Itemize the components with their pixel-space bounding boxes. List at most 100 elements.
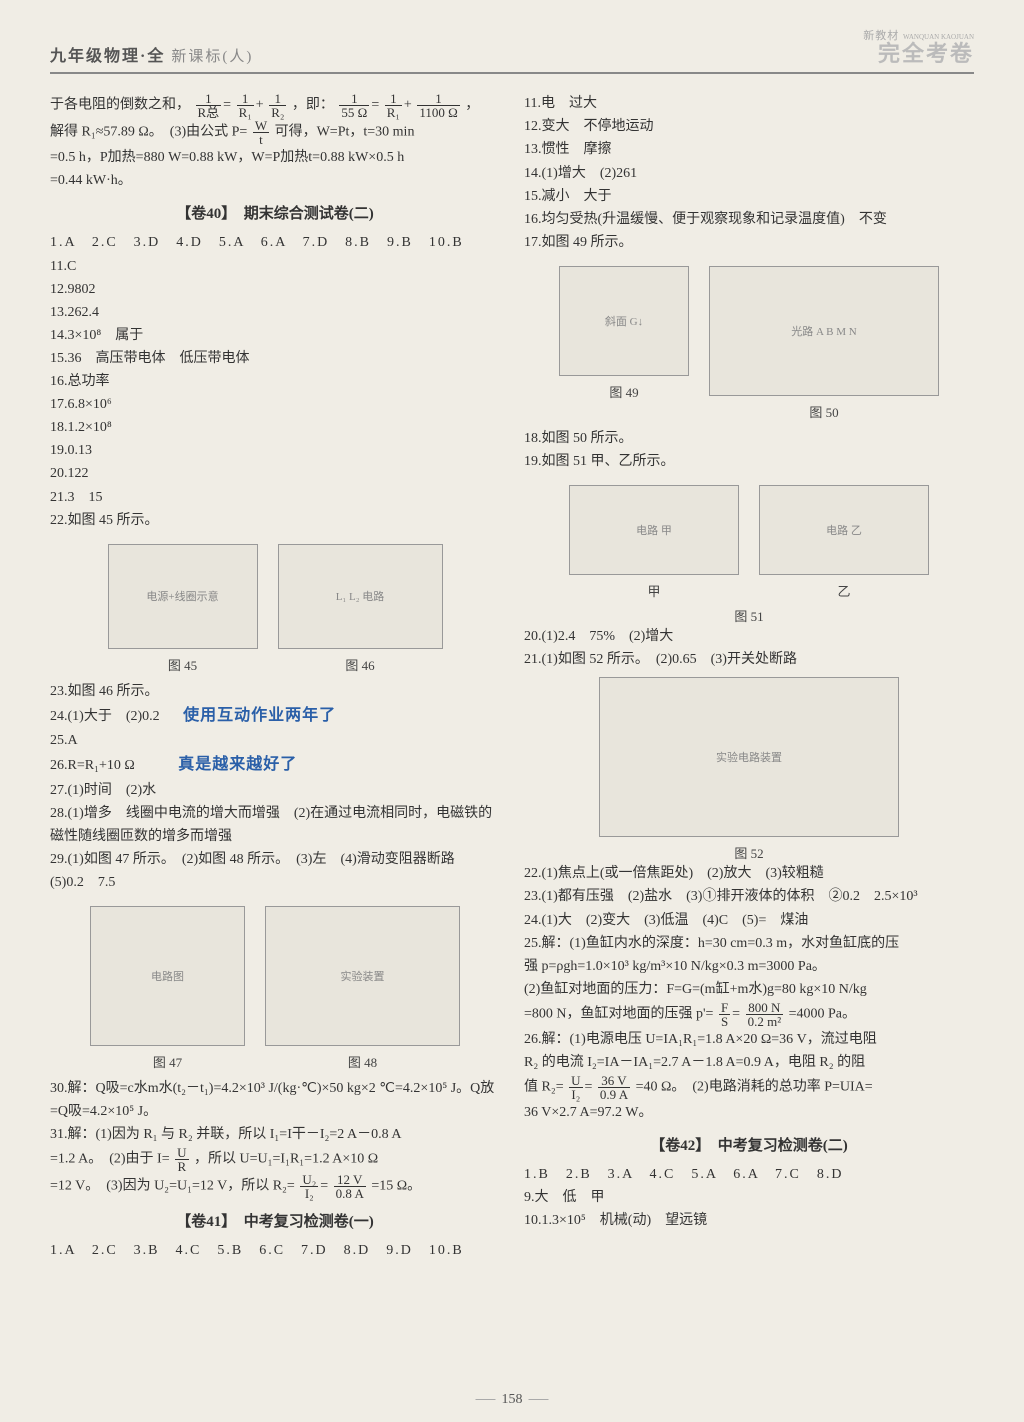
grade-title: 九年级物理·全 [50,48,165,65]
l28: 28.(1)增多 线圈中电流的增大而增强 (2)在通过电流相同时，电磁铁的磁性随… [50,802,500,848]
l24-row: 24.(1)大于 (2)0.2 使用互动作业两年了 [50,703,500,729]
solve-line3: =0.44 kW·h。 [50,169,500,192]
fig51b-image: 电路 乙 [759,485,929,575]
l15: 15.36 高压带电体 低压带电体 [50,347,500,370]
title-40: 【卷40】 期末综合测试卷(二) [50,202,500,223]
fig51b-wrap: 电路 乙 乙 [759,479,929,600]
l11: 11.C [50,255,500,278]
page-header: 九年级物理·全 新课标(人) 新教材 WANQUAN KAOJUAN 完全考卷 [50,30,974,74]
fig45-wrap: 电源+线圈示意 图 45 [108,538,258,674]
l27: 27.(1)时间 (2)水 [50,779,500,802]
fig51a-label: 甲 [569,581,739,600]
r26b: R₂ 的电流 I₂=IA－IA₁=2.7 A－1.8 A=0.9 A，电阻 R₂… [524,1051,974,1074]
l29: 29.(1)如图 47 所示。 (2)如图 48 所示。 (3)左 (4)滑动变… [50,848,500,894]
answers-1-10: 1.A 2.C 3.D 4.D 5.A 6.A 7.D 8.B 9.B 10.B [50,231,500,254]
header-right: 新教材 WANQUAN KAOJUAN 完全考卷 [863,30,974,66]
r26d: 36 V×2.7 A=97.2 W。 [524,1101,974,1124]
l23: 23.如图 46 所示。 [50,680,500,703]
r23: 23.(1)都有压强 (2)盐水 (3)①排开液体的体积 ②0.2 2.5×10… [524,885,974,908]
l31b: =1.2 A。 (2)由于 I= UR ，所以 U=U₁=I₁R₁=1.2 A×… [50,1146,500,1173]
l16: 16.总功率 [50,370,500,393]
l17: 17.6.8×10⁶ [50,393,500,416]
left-column: 于各电阻的倒数之和， 1R总= 1R₁+ 1R₂ ，即： 155 Ω= 1R₁+… [50,92,500,1262]
title-41: 【卷41】 中考复习检测卷(一) [50,1210,500,1231]
fig47-label: 图 47 [90,1052,245,1071]
fig49-label: 图 49 [559,382,689,401]
fig-row-49-50: 斜面 G↓ 图 49 光路 A B M N 图 50 [524,260,974,421]
fig-row-51: 电路 甲 甲 电路 乙 乙 [524,479,974,600]
r12: 12.变大 不停地运动 [524,115,974,138]
r25a: 25.解：(1)鱼缸内水的深度：h=30 cm=0.3 m，水对鱼缸底的压 [524,932,974,955]
fig47-wrap: 电路图 图 47 [90,900,245,1071]
fig-row-47-48: 电路图 图 47 实验装置 图 48 [50,900,500,1071]
fig-row-45-46: 电源+线圈示意 图 45 L₁ L₂ 电路 图 46 [50,538,500,674]
r11: 11.电 过大 [524,92,974,115]
frac-1: 1R总 [196,92,222,119]
l25: 25.A [50,729,500,752]
l26-row: 26.R=R₁+10 Ω 真是越来越好了 [50,752,500,778]
fig50-wrap: 光路 A B M N 图 50 [709,260,939,421]
r17: 17.如图 49 所示。 [524,231,974,254]
handwriting-1: 使用互动作业两年了 [183,707,336,724]
fig47-image: 电路图 [90,906,245,1046]
r25b: 强 p=ρgh=1.0×10³ kg/m³×10 N/kg×0.3 m=3000… [524,955,974,978]
l14: 14.3×10⁸ 属于 [50,324,500,347]
r18: 18.如图 50 所示。 [524,427,974,450]
fig46-wrap: L₁ L₂ 电路 图 46 [278,538,443,674]
l30: 30.解：Q吸=c水m水(t₂－t₁)=4.2×10³ J/(kg·℃)×50 … [50,1077,500,1123]
content-columns: 于各电阻的倒数之和， 1R总= 1R₁+ 1R₂ ，即： 155 Ω= 1R₁+… [50,92,974,1262]
fig52-image: 实验电路装置 [599,677,899,837]
fig45-image: 电源+线圈示意 [108,544,258,649]
r14: 14.(1)增大 (2)261 [524,162,974,185]
l20: 20.122 [50,462,500,485]
l19: 19.0.13 [50,439,500,462]
brand-main: 完全考卷 [863,42,974,66]
fig50-image: 光路 A B M N [709,266,939,396]
fig45-label: 图 45 [108,655,258,674]
fig49-image: 斜面 G↓ [559,266,689,376]
r25c: (2)鱼缸对地面的压力：F=G=(m缸+m水)g=80 kg×10 N/kg [524,978,974,1001]
fig48-wrap: 实验装置 图 48 [265,900,460,1071]
fig51a-wrap: 电路 甲 甲 [569,479,739,600]
l21: 21.3 15 [50,486,500,509]
r19: 19.如图 51 甲、乙所示。 [524,450,974,473]
l13: 13.262.4 [50,301,500,324]
intro-line: 于各电阻的倒数之和， 1R总= 1R₁+ 1R₂ ，即： 155 Ω= 1R₁+… [50,92,500,119]
handwriting-2: 真是越来越好了 [178,756,297,773]
answers-42: 1.B 2.B 3.A 4.C 5.A 6.A 7.C 8.D [524,1163,974,1186]
fig49-wrap: 斜面 G↓ 图 49 [559,260,689,421]
fig51b-label: 乙 [759,581,929,600]
fig52-label: 图 52 [524,843,974,862]
fig46-image: L₁ L₂ 电路 [278,544,443,649]
fig51a-image: 电路 甲 [569,485,739,575]
fig51-label: 图 51 [524,606,974,625]
fig48-image: 实验装置 [265,906,460,1046]
fig46-label: 图 46 [278,655,443,674]
r22: 22.(1)焦点上(或一倍焦距处) (2)放大 (3)较粗糙 [524,862,974,885]
r10: 10.1.3×10⁵ 机械(动) 望远镜 [524,1209,974,1232]
r9: 9.大 低 甲 [524,1186,974,1209]
l31a: 31.解：(1)因为 R₁ 与 R₂ 并联，所以 I₁=I干－I₂=2 A－0.… [50,1123,500,1146]
r26a: 26.解：(1)电源电压 U=IA₁R₁=1.8 A×20 Ω=36 V，流过电… [524,1028,974,1051]
page-number: 158 [470,1392,555,1408]
r13: 13.惯性 摩擦 [524,138,974,161]
solve-line2: =0.5 h，P加热=880 W=0.88 kW，W=P加热t=0.88 kW×… [50,146,500,169]
r24: 24.(1)大 (2)变大 (3)低温 (4)C (5)= 煤油 [524,909,974,932]
header-left: 九年级物理·全 新课标(人) [50,42,253,66]
solve-line1: 解得 R₁≈57.89 Ω。 (3)由公式 P= Wt 可得，W=Pt，t=30… [50,119,500,146]
r20: 20.(1)2.4 75% (2)增大 [524,625,974,648]
l12: 12.9802 [50,278,500,301]
l18: 18.1.2×10⁸ [50,416,500,439]
r16: 16.均匀受热(升温缓慢、便于观察现象和记录温度值) 不变 [524,208,974,231]
subtitle: 新课标(人) [171,49,253,65]
fig52-wrap: 实验电路装置 图 52 [524,677,974,862]
r26c: 值 R₂= UI₂= 36 V0.9 A =40 Ω。 (2)电路消耗的总功率 … [524,1074,974,1101]
fig50-label: 图 50 [709,402,939,421]
r21: 21.(1)如图 52 所示。 (2)0.65 (3)开关处断路 [524,648,974,671]
title-42: 【卷42】 中考复习检测卷(二) [524,1134,974,1155]
right-column: 11.电 过大 12.变大 不停地运动 13.惯性 摩擦 14.(1)增大 (2… [524,92,974,1262]
r15: 15.减小 大于 [524,185,974,208]
l31c: =12 V。 (3)因为 U₂=U₁=12 V，所以 R₂= U₂I₂= 12 … [50,1173,500,1200]
answers-41: 1.A 2.C 3.B 4.C 5.B 6.C 7.D 8.D 9.D 10.B [50,1239,500,1262]
r25d: =800 N，鱼缸对地面的压强 p'= FS= 800 N0.2 m² =400… [524,1001,974,1028]
